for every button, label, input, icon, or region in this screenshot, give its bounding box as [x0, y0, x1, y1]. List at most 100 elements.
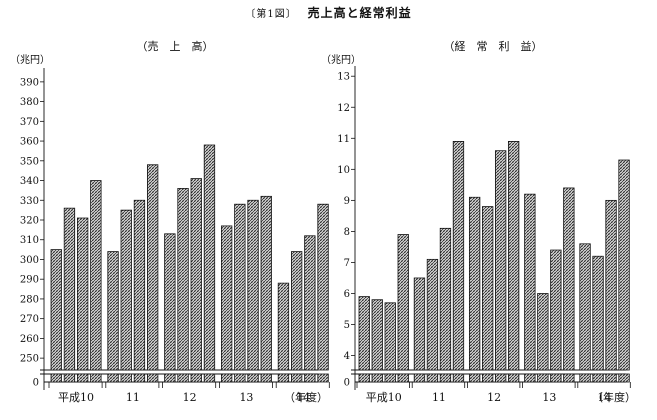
bar [579, 243, 591, 371]
y-tick-label: 12 [337, 103, 350, 114]
bar-stub [220, 373, 233, 383]
figure-title: 〔第1図〕 売上高と経常利益 [0, 4, 657, 21]
y-tick-label: 270 [20, 314, 39, 325]
figure-tag: 〔第1図〕 [245, 9, 297, 20]
bar [592, 255, 604, 371]
bar-stub [468, 373, 481, 383]
bar [220, 225, 233, 371]
y-tick-label: 330 [20, 196, 39, 207]
bar [50, 249, 62, 371]
y-unit-label: （兆円） [10, 54, 50, 66]
year-group-label: 11 [432, 391, 446, 404]
x-axis-suffix: （年度） [592, 390, 636, 404]
bar [358, 296, 370, 371]
zero-label: 0 [344, 378, 350, 389]
bar [304, 235, 316, 371]
bar-stub [563, 373, 575, 383]
bar-stub [234, 373, 246, 383]
year-group-label: 14 [598, 391, 612, 404]
bar [203, 144, 216, 371]
year-group-label: 平成10 [366, 391, 402, 404]
bar-stub [371, 373, 383, 383]
bar [277, 282, 290, 371]
y-tick-label: 5 [344, 320, 350, 331]
y-tick-label: 6 [344, 289, 350, 300]
bar [107, 251, 119, 371]
y-tick-label: 320 [20, 216, 39, 227]
y-tick-label: 250 [20, 354, 39, 365]
bar-stub [90, 373, 102, 383]
bar-stub [494, 373, 507, 383]
bar [563, 187, 575, 371]
bar-stub [203, 373, 216, 383]
figure-title-text: 売上高と経常利益 [307, 6, 412, 20]
bar-stub [177, 373, 189, 383]
bar [146, 164, 159, 371]
year-group-label: 12 [183, 391, 197, 404]
bar [413, 277, 426, 371]
bar-stub [277, 373, 290, 383]
bar-stub [304, 373, 316, 383]
y-tick-label: 380 [20, 97, 39, 108]
y-tick-label: 11 [337, 134, 350, 145]
bar [452, 140, 465, 371]
bar [384, 302, 396, 371]
bar-stub [439, 373, 452, 383]
y-tick-label: 360 [20, 137, 39, 148]
bar-stub [426, 373, 439, 383]
bar-stub [618, 373, 630, 383]
bar [524, 193, 536, 371]
chart-panel-profit: （経 常 利 益） （兆円） 4 5 6 7 8 9 10 11 12 13 0 平成10 11 12 13 14… [321, 39, 636, 404]
bar-stub [413, 373, 426, 383]
bar-stub [537, 373, 549, 383]
bar-stub [50, 373, 62, 383]
y-tick-label: 290 [20, 275, 39, 286]
y-tick-label: 8 [344, 227, 350, 238]
y-tick-label: 10 [337, 165, 350, 176]
year-group-label: 11 [126, 391, 140, 404]
y-tick-label: 280 [20, 294, 39, 305]
bar-stub [146, 373, 159, 383]
y-tick-label: 13 [337, 72, 350, 83]
y-tick-label: 7 [344, 258, 350, 269]
bar [550, 249, 562, 371]
y-tick-label: 390 [20, 77, 39, 88]
y-tick-label: 340 [20, 176, 39, 187]
bar [90, 180, 102, 371]
y-tick-label: 300 [20, 255, 39, 266]
y-tick-label: 260 [20, 334, 39, 345]
bar-stub [592, 373, 604, 383]
bar [77, 217, 89, 371]
bar-stub [63, 373, 76, 383]
bar [494, 150, 507, 371]
x-axis-suffix: （年度） [284, 390, 328, 404]
bar [537, 293, 549, 371]
y-tick-label: 310 [20, 235, 39, 246]
chart-panel-sales: （売 上 高） （兆円） 250 260 270 280 290 300 310 320 330 34… [10, 39, 330, 404]
y-tick-label: 370 [20, 117, 39, 128]
y-tick-label: 350 [20, 156, 39, 167]
bar [507, 140, 520, 371]
bar [247, 199, 259, 371]
bar [164, 233, 176, 371]
bar-stub [358, 373, 370, 383]
bar-stub [247, 373, 259, 383]
bar-stub [550, 373, 562, 383]
bar [397, 234, 409, 371]
chart-title: （売 上 高） [137, 39, 214, 53]
bar-stub [524, 373, 536, 383]
bar [371, 299, 383, 371]
bar [426, 258, 439, 371]
year-group-label: 12 [487, 391, 501, 404]
bar-stub [77, 373, 89, 383]
bar [605, 199, 617, 371]
bar-stub [481, 373, 494, 383]
bar [481, 206, 494, 371]
year-group-label: 14 [296, 391, 310, 404]
bar [439, 227, 452, 371]
y-unit-label: （兆円） [321, 54, 361, 66]
y-tick-label: 9 [344, 196, 350, 207]
bar [190, 178, 202, 371]
bar-stub [260, 373, 272, 383]
